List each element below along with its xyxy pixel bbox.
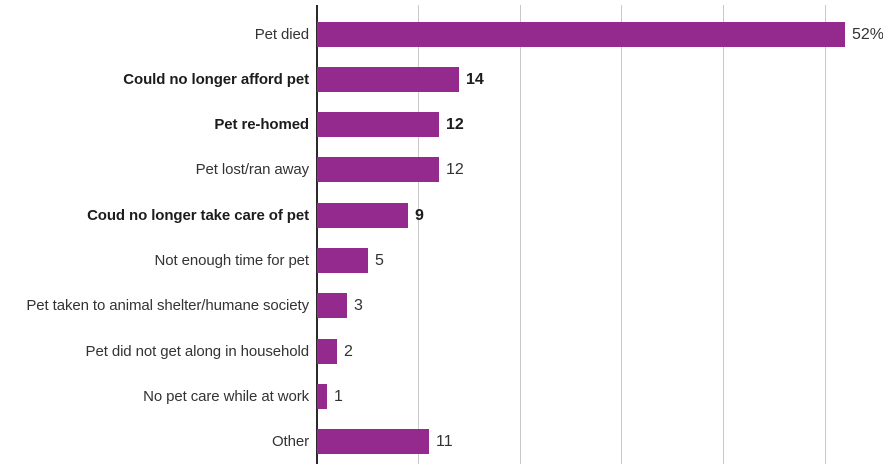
gridline	[621, 5, 623, 464]
bar	[317, 248, 368, 273]
x-axis-tick-label: 10	[399, 0, 439, 4]
bar	[317, 293, 347, 318]
category-label: Not enough time for pet	[154, 252, 310, 269]
gridline	[519, 5, 521, 464]
gridline	[722, 5, 724, 464]
value-label: 5	[375, 252, 384, 269]
x-axis-tick-label: 40	[703, 0, 743, 4]
y-axis-line	[316, 5, 318, 464]
value-label: 11	[436, 433, 453, 450]
value-label: 14	[466, 71, 484, 88]
value-label: 12	[446, 116, 464, 133]
x-axis-tick-label: 0	[297, 0, 337, 4]
gridline	[418, 5, 420, 464]
bar	[317, 384, 327, 409]
category-label: Coud no longer take care of pet	[87, 207, 309, 224]
bar	[317, 339, 337, 364]
category-label: Pet did not get along in household	[85, 343, 310, 360]
x-axis-tick-label: 30	[602, 0, 642, 4]
value-label: 9	[415, 207, 424, 224]
value-label: 2	[344, 343, 353, 360]
category-label: Pet lost/ran away	[195, 161, 309, 178]
category-label: Could no longer afford pet	[123, 71, 309, 88]
x-axis-tick-label: 50	[805, 0, 845, 4]
category-label: Pet re-homed	[214, 116, 309, 133]
value-label: 52%	[852, 26, 883, 43]
x-axis-tick-label: 20	[500, 0, 540, 4]
x-axis-tick-labels: 0 10 20 30 40 50	[0, 0, 883, 6]
bar	[317, 429, 429, 454]
bar	[317, 112, 439, 137]
category-label: Pet died	[254, 26, 309, 43]
gridline	[824, 5, 826, 464]
value-label: 1	[334, 388, 343, 405]
bar	[317, 22, 845, 47]
category-label: Pet taken to animal shelter/humane socie…	[26, 297, 309, 314]
bar	[317, 67, 459, 92]
bar	[317, 157, 439, 182]
value-label: 12	[446, 161, 464, 178]
category-label: No pet care while at work	[143, 388, 309, 405]
category-label: Other	[271, 433, 309, 450]
bar	[317, 203, 408, 228]
value-label: 3	[354, 297, 363, 314]
